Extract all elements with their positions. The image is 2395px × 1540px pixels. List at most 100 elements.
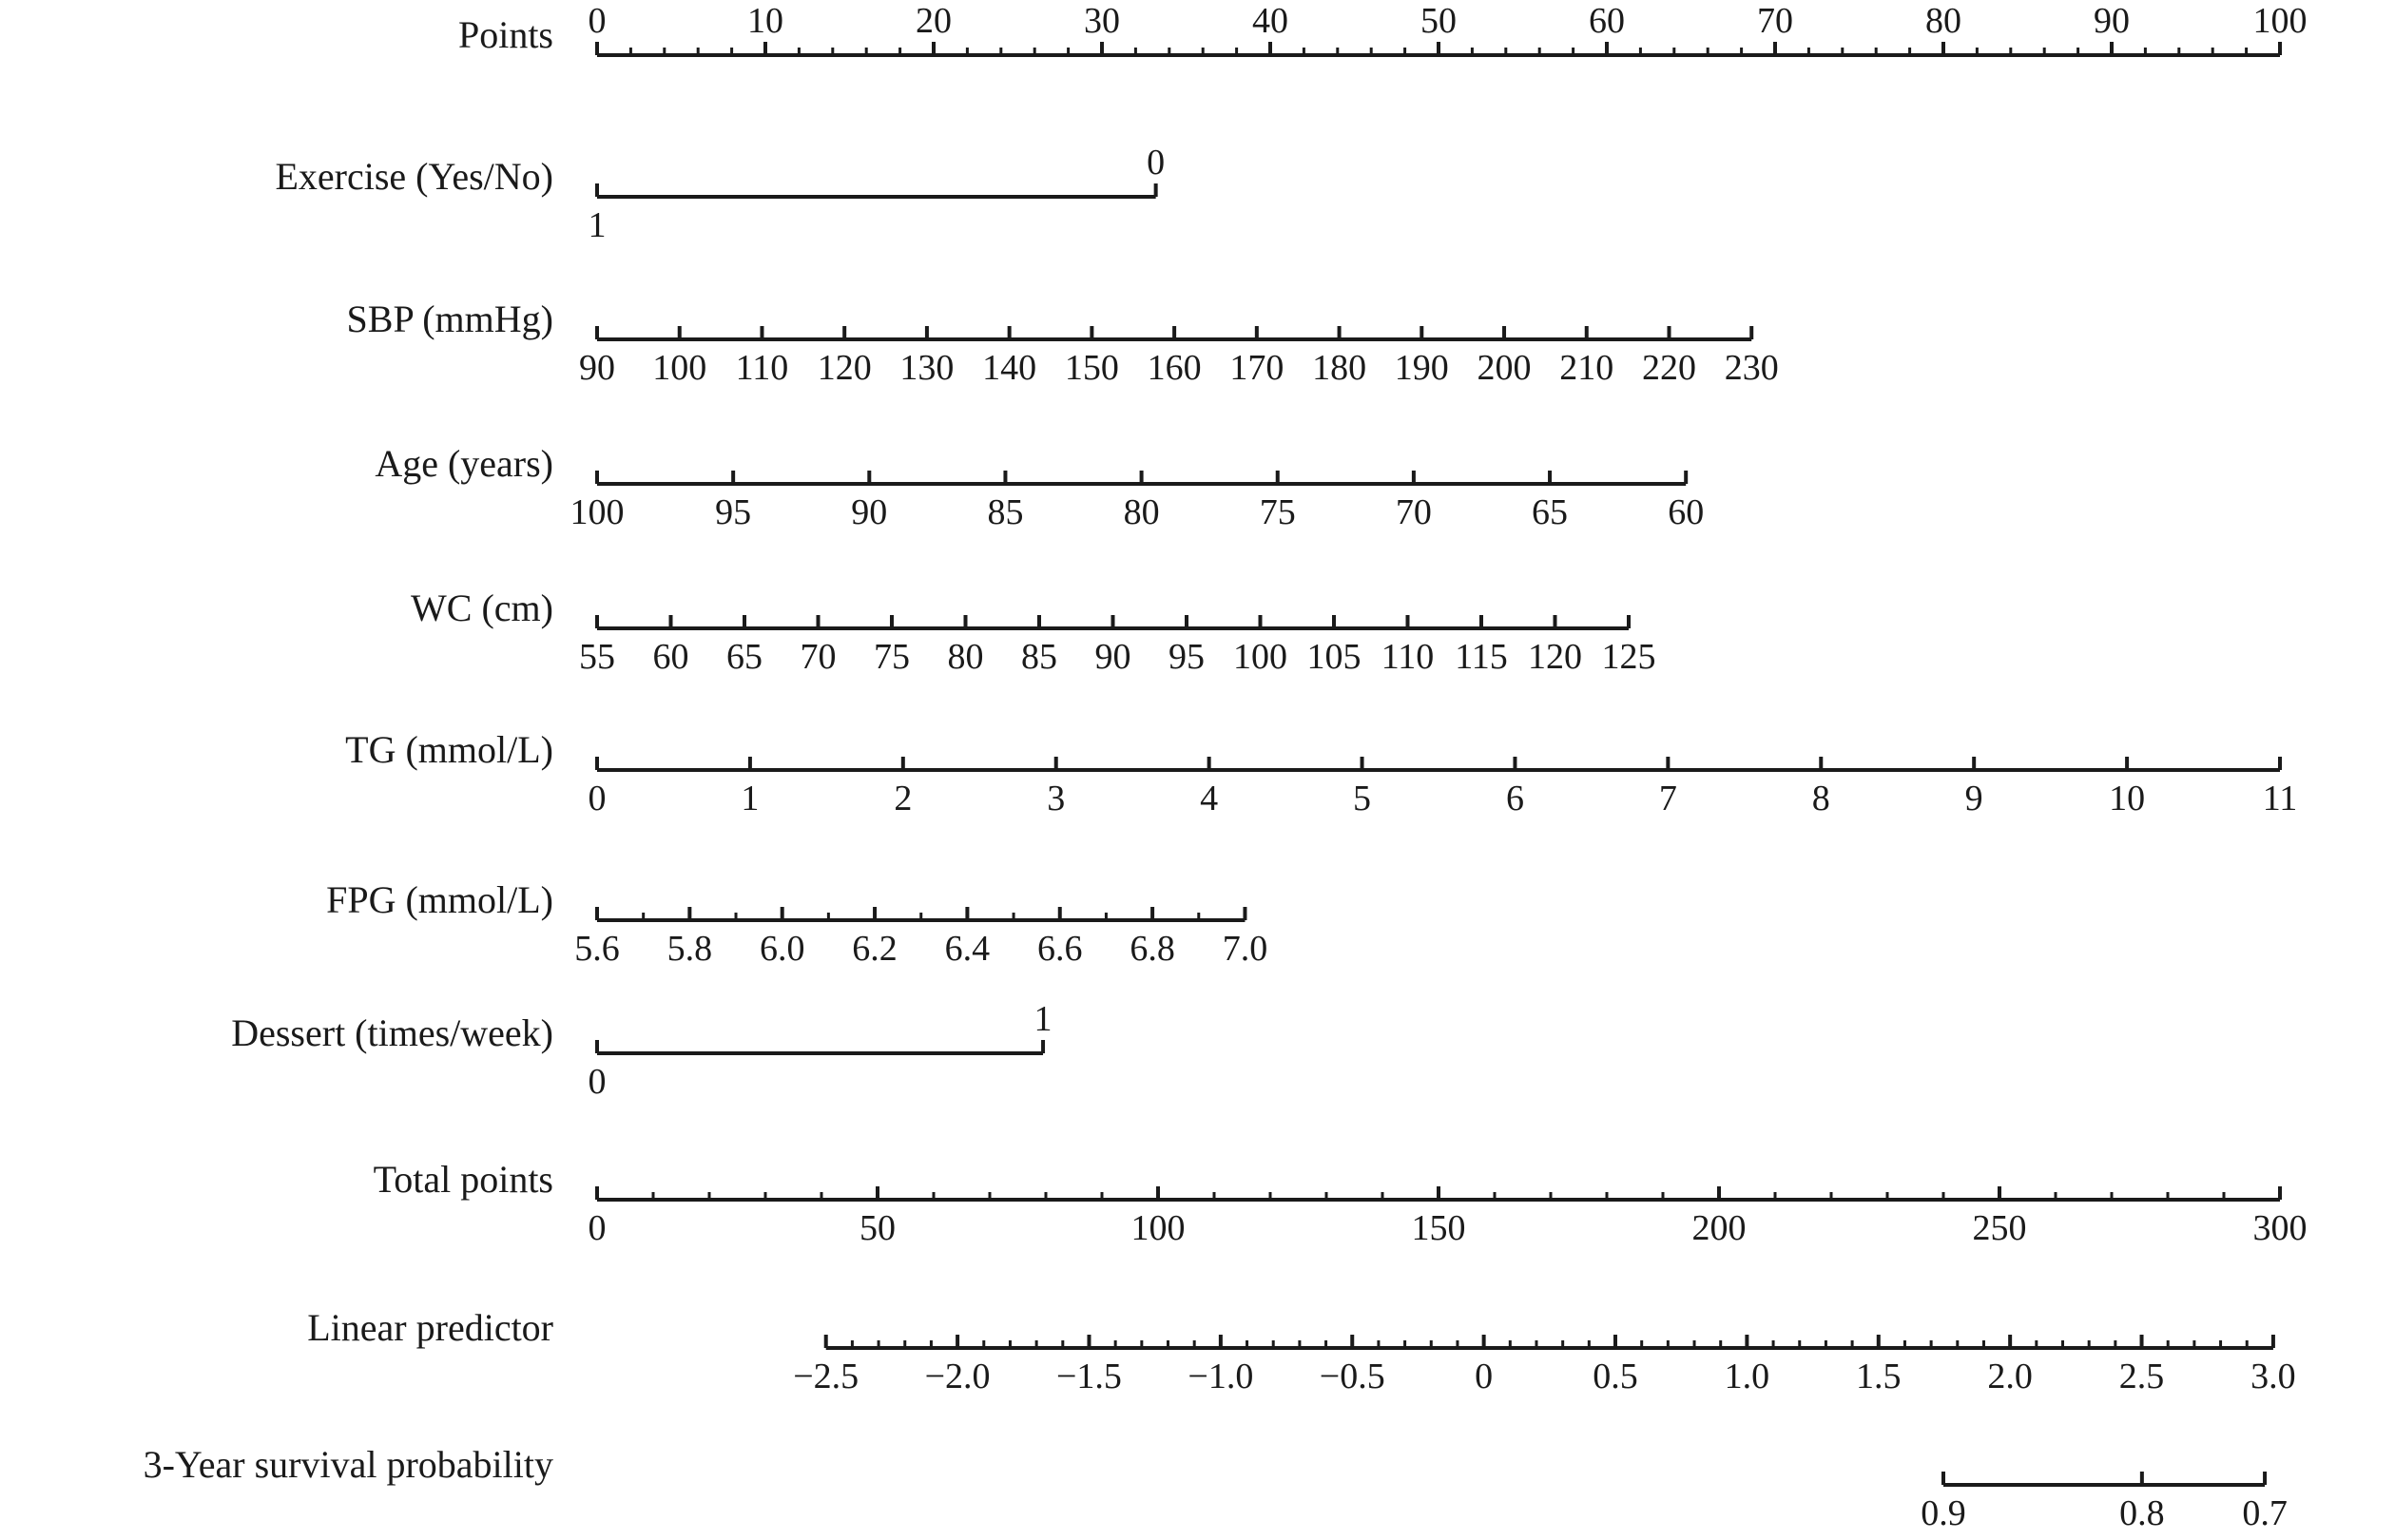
tick-label-dessert: 0 bbox=[589, 1062, 607, 1102]
tick-label-linear_predictor: −2.0 bbox=[925, 1357, 991, 1396]
scale-sbp: SBP (mmHg) 90 100 110 120 130 140 150 160 170 180 1… bbox=[347, 298, 1779, 388]
tick-label-exercise: 1 bbox=[589, 205, 607, 245]
tick-label-points: 80 bbox=[1925, 1, 1961, 41]
scale-tg: TG (mmol/L) 0 1 2 3 4 5 6 7 8 9 10 11 bbox=[345, 728, 2297, 818]
tick-label-wc: 60 bbox=[653, 637, 689, 677]
tick-label-fpg: 6.8 bbox=[1130, 929, 1175, 969]
tick-label-wc: 55 bbox=[579, 637, 615, 677]
tick-label-tg: 7 bbox=[1659, 779, 1677, 818]
tick-label-wc: 115 bbox=[1455, 637, 1508, 677]
tick-label-dessert: 1 bbox=[1034, 999, 1053, 1039]
tick-label-age: 65 bbox=[1532, 492, 1568, 532]
tick-label-wc: 90 bbox=[1095, 637, 1131, 677]
tick-label-fpg: 6.4 bbox=[945, 929, 991, 969]
tick-label-points: 70 bbox=[1757, 1, 1793, 41]
tick-label-points: 90 bbox=[2094, 1, 2130, 41]
tick-label-linear_predictor: −1.0 bbox=[1188, 1357, 1253, 1396]
tick-label-fpg: 6.2 bbox=[852, 929, 898, 969]
tick-label-wc: 100 bbox=[1233, 637, 1287, 677]
tick-label-tg: 3 bbox=[1047, 779, 1065, 818]
tick-label-total_points: 200 bbox=[1692, 1208, 1747, 1248]
tick-label-wc: 105 bbox=[1307, 637, 1362, 677]
tick-label-linear_predictor: −0.5 bbox=[1320, 1357, 1385, 1396]
tick-label-sbp: 150 bbox=[1065, 348, 1119, 388]
tick-label-fpg: 7.0 bbox=[1223, 929, 1268, 969]
tick-label-wc: 70 bbox=[801, 637, 837, 677]
tick-label-tg: 0 bbox=[589, 779, 607, 818]
tick-label-sbp: 110 bbox=[736, 348, 789, 388]
scale-label-points: Points bbox=[458, 13, 553, 56]
tick-label-wc: 65 bbox=[726, 637, 763, 677]
scale-label-total_points: Total points bbox=[374, 1158, 553, 1201]
tick-label-points: 100 bbox=[2253, 1, 2308, 41]
tick-label-total_points: 150 bbox=[1412, 1208, 1466, 1248]
tick-label-wc: 85 bbox=[1021, 637, 1057, 677]
tick-label-tg: 8 bbox=[1812, 779, 1830, 818]
tick-label-sbp: 230 bbox=[1725, 348, 1779, 388]
tick-label-fpg: 5.6 bbox=[574, 929, 620, 969]
tick-label-age: 60 bbox=[1668, 492, 1704, 532]
scale-exercise: Exercise (Yes/No) 1 0 bbox=[275, 143, 1165, 245]
tick-label-linear_predictor: −1.5 bbox=[1056, 1357, 1122, 1396]
tick-label-age: 100 bbox=[570, 492, 625, 532]
scale-total_points: Total points 0 50 100 150 200 250 300 bbox=[374, 1158, 2308, 1248]
tick-label-linear_predictor: −2.5 bbox=[793, 1357, 859, 1396]
scale-label-survival_3yr: 3-Year survival probability bbox=[144, 1443, 553, 1486]
tick-label-tg: 5 bbox=[1353, 779, 1371, 818]
tick-label-points: 0 bbox=[589, 1, 607, 41]
scale-survival_3yr: 3-Year survival probability 0.9 0.8 0.7 bbox=[144, 1443, 2288, 1533]
tick-label-wc: 120 bbox=[1528, 637, 1582, 677]
tick-label-sbp: 90 bbox=[579, 348, 615, 388]
tick-label-points: 30 bbox=[1084, 1, 1120, 41]
tick-label-total_points: 0 bbox=[589, 1208, 607, 1248]
scale-label-linear_predictor: Linear predictor bbox=[307, 1306, 553, 1349]
scale-wc: WC (cm) 55 60 65 70 75 80 85 90 95 100 105 110 115 120… bbox=[411, 587, 1655, 677]
tick-label-sbp: 160 bbox=[1148, 348, 1202, 388]
tick-label-sbp: 200 bbox=[1478, 348, 1532, 388]
tick-label-survival_3yr: 0.9 bbox=[1921, 1493, 1966, 1533]
tick-label-tg: 10 bbox=[2109, 779, 2145, 818]
tick-label-total_points: 50 bbox=[859, 1208, 896, 1248]
tick-label-sbp: 210 bbox=[1559, 348, 1613, 388]
tick-label-fpg: 5.8 bbox=[667, 929, 713, 969]
tick-label-age: 80 bbox=[1124, 492, 1160, 532]
tick-label-tg: 2 bbox=[894, 779, 912, 818]
tick-label-sbp: 180 bbox=[1312, 348, 1366, 388]
tick-label-total_points: 100 bbox=[1131, 1208, 1186, 1248]
tick-label-wc: 125 bbox=[1602, 637, 1656, 677]
scale-label-exercise: Exercise (Yes/No) bbox=[275, 155, 553, 198]
tick-label-survival_3yr: 0.7 bbox=[2242, 1493, 2288, 1533]
scale-age: Age (years) 100 95 90 85 80 75 70 65 60 bbox=[375, 442, 1704, 532]
tick-label-age: 85 bbox=[987, 492, 1023, 532]
tick-label-linear_predictor: 2.5 bbox=[2119, 1357, 2165, 1396]
scale-label-dessert: Dessert (times/week) bbox=[231, 1011, 553, 1054]
tick-label-wc: 110 bbox=[1381, 637, 1435, 677]
tick-label-sbp: 220 bbox=[1642, 348, 1696, 388]
scale-label-tg: TG (mmol/L) bbox=[345, 728, 553, 771]
scale-label-sbp: SBP (mmHg) bbox=[347, 298, 553, 340]
scale-points: Points 0 10 20 30 40 50 60 70 80 90 100 bbox=[458, 1, 2308, 57]
tick-label-sbp: 120 bbox=[818, 348, 872, 388]
tick-label-points: 60 bbox=[1589, 1, 1625, 41]
tick-label-sbp: 140 bbox=[982, 348, 1036, 388]
scale-label-wc: WC (cm) bbox=[411, 587, 553, 629]
tick-label-wc: 95 bbox=[1169, 637, 1205, 677]
scale-label-fpg: FPG (mmol/L) bbox=[326, 878, 553, 921]
tick-label-linear_predictor: 1.5 bbox=[1856, 1357, 1902, 1396]
scale-linear_predictor: Linear predictor −2.5 −2.0 −1.5 −1.0 −0.5 0 0.5… bbox=[307, 1306, 2295, 1396]
tick-label-fpg: 6.0 bbox=[760, 929, 805, 969]
tick-label-exercise: 0 bbox=[1147, 143, 1165, 183]
tick-label-tg: 1 bbox=[741, 779, 759, 818]
tick-label-sbp: 130 bbox=[899, 348, 954, 388]
tick-label-total_points: 250 bbox=[1973, 1208, 2027, 1248]
tick-label-linear_predictor: 1.0 bbox=[1725, 1357, 1770, 1396]
tick-label-age: 90 bbox=[851, 492, 887, 532]
tick-label-survival_3yr: 0.8 bbox=[2119, 1493, 2165, 1533]
tick-label-points: 20 bbox=[916, 1, 952, 41]
tick-label-sbp: 190 bbox=[1395, 348, 1449, 388]
tick-label-tg: 6 bbox=[1506, 779, 1524, 818]
tick-label-wc: 80 bbox=[948, 637, 984, 677]
tick-label-linear_predictor: 0 bbox=[1475, 1357, 1493, 1396]
tick-label-fpg: 6.6 bbox=[1037, 929, 1083, 969]
